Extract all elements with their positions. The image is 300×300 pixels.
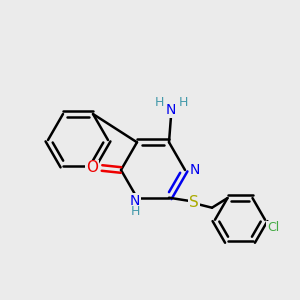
Text: Cl: Cl	[267, 221, 279, 234]
Text: N: N	[130, 194, 140, 208]
Text: N: N	[190, 163, 200, 177]
Text: S: S	[189, 195, 199, 210]
Text: O: O	[86, 160, 98, 175]
Text: H: H	[130, 205, 140, 218]
Text: H: H	[178, 96, 188, 109]
Text: H: H	[154, 96, 164, 109]
Text: N: N	[166, 103, 176, 117]
